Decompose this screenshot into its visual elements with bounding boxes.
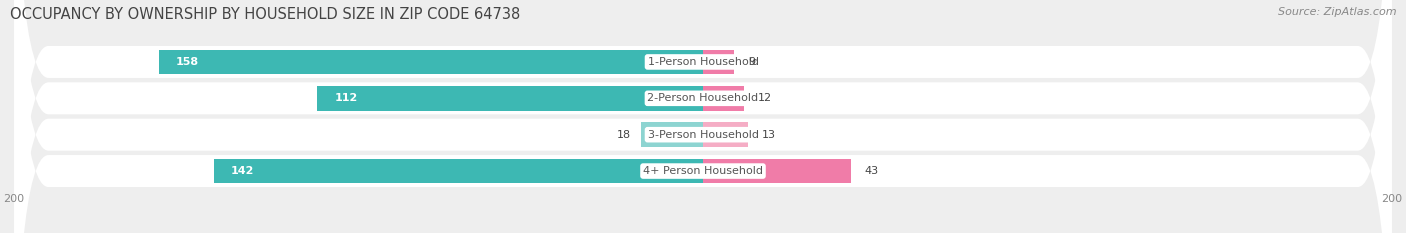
- Bar: [703, 50, 734, 74]
- FancyBboxPatch shape: [14, 0, 1392, 233]
- Bar: [703, 159, 851, 183]
- Text: 142: 142: [231, 166, 254, 176]
- FancyBboxPatch shape: [14, 0, 1392, 233]
- Text: 158: 158: [176, 57, 200, 67]
- Text: 4+ Person Household: 4+ Person Household: [643, 166, 763, 176]
- Text: 18: 18: [617, 130, 631, 140]
- Text: OCCUPANCY BY OWNERSHIP BY HOUSEHOLD SIZE IN ZIP CODE 64738: OCCUPANCY BY OWNERSHIP BY HOUSEHOLD SIZE…: [10, 7, 520, 22]
- Text: 9: 9: [748, 57, 755, 67]
- Text: 1-Person Household: 1-Person Household: [648, 57, 758, 67]
- Bar: [703, 122, 748, 147]
- Text: Source: ZipAtlas.com: Source: ZipAtlas.com: [1278, 7, 1396, 17]
- Text: 12: 12: [758, 93, 772, 103]
- Text: 43: 43: [865, 166, 879, 176]
- Bar: [214, 159, 703, 183]
- FancyBboxPatch shape: [14, 0, 1392, 233]
- Bar: [318, 86, 703, 111]
- Bar: [703, 86, 744, 111]
- Text: 2-Person Household: 2-Person Household: [647, 93, 759, 103]
- Text: 3-Person Household: 3-Person Household: [648, 130, 758, 140]
- Bar: [641, 122, 703, 147]
- Bar: [159, 50, 703, 74]
- Text: 13: 13: [762, 130, 776, 140]
- Text: 112: 112: [335, 93, 357, 103]
- FancyBboxPatch shape: [14, 0, 1392, 233]
